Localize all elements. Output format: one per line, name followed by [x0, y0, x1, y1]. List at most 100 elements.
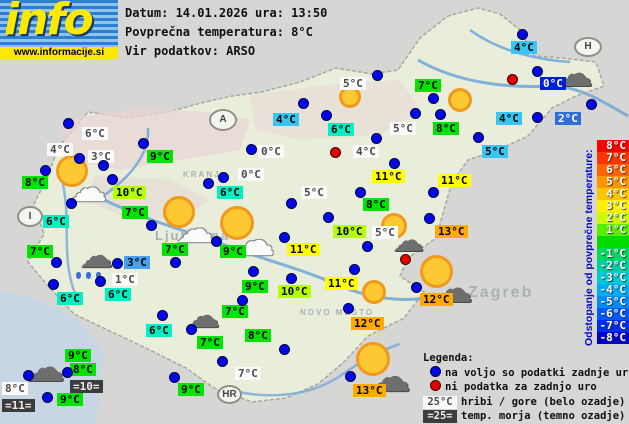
station-dot-blue	[286, 198, 297, 209]
temp-label: 9°C	[57, 393, 83, 406]
scale-row: -6°C	[597, 308, 629, 320]
temp-label: 4°C	[496, 112, 522, 125]
legend-sea-text: temp. morja (temno ozadje)	[461, 410, 626, 422]
scale-row: 7°C	[597, 152, 629, 164]
blue-dot-icon	[430, 365, 441, 377]
temp-label: 5°C	[390, 122, 416, 135]
temp-label: 8°C	[363, 198, 389, 211]
temp-label: 12°C	[420, 293, 453, 306]
temp-label: 10°C	[113, 186, 146, 199]
rain-drop-shape	[76, 272, 81, 279]
temp-label: 4°C	[511, 41, 537, 54]
temp-label: 7°C	[235, 367, 261, 380]
logo-url-link[interactable]: www.informacije.si	[0, 47, 118, 59]
temp-label: 9°C	[65, 349, 91, 362]
sun-icon	[362, 280, 398, 316]
temp-label: 13°C	[353, 384, 386, 397]
station-dot-blue	[211, 236, 222, 247]
logo-background: info	[0, 0, 118, 47]
sun-cloud-grey-icon: ☁	[420, 255, 473, 309]
station-dot-blue	[63, 118, 74, 129]
temp-label: 5°C	[301, 186, 327, 199]
scale-row: -5°C	[597, 296, 629, 308]
legend-hills-text: hribi / gore (belo ozadje)	[461, 395, 626, 408]
station-dot-blue	[146, 220, 157, 231]
scale-row: 5°C	[597, 176, 629, 188]
sun-cloud-grey-icon: ☁	[356, 342, 411, 398]
city-label: NOVO MESTO	[300, 308, 375, 317]
station-dot-red	[507, 74, 518, 85]
scale-row: -2°C	[597, 260, 629, 272]
station-dot-blue	[98, 160, 109, 171]
country-sign: I	[17, 206, 43, 227]
station-dot-blue	[435, 109, 446, 120]
temp-label: 6°C	[217, 186, 243, 199]
scale-row: 2°C	[597, 212, 629, 224]
cloud-shape: ☁	[176, 206, 214, 251]
temp-label: 9°C	[147, 150, 173, 163]
temp-label: 3°C	[88, 150, 114, 163]
station-dot-blue	[66, 198, 77, 209]
temp-label: 2°C	[555, 112, 581, 125]
station-dot-blue	[371, 133, 382, 144]
temp-label: 10°C	[278, 285, 311, 298]
station-dot-blue	[372, 70, 383, 81]
temp-label: 13°C	[435, 225, 468, 238]
header-avg-temp: Povprečna temperatura: 8°C	[125, 25, 313, 39]
station-dot-blue	[279, 232, 290, 243]
site-logo[interactable]: info www.informacije.si	[0, 0, 118, 59]
temp-label: 6°C	[82, 127, 108, 140]
station-dot-blue	[23, 370, 34, 381]
scale-row: -7°C	[597, 320, 629, 332]
legend-red-text: ni podatka za zadnjo uro	[445, 381, 597, 393]
country-sign: A	[209, 109, 237, 131]
station-dot-blue	[217, 356, 228, 367]
station-dot-blue	[343, 303, 354, 314]
temp-label: 9°C	[220, 245, 246, 258]
scale-row: 4°C	[597, 188, 629, 200]
sun-shape	[356, 342, 390, 376]
temp-label: 8°C	[22, 176, 48, 189]
temp-label: 3°C	[124, 256, 150, 269]
station-dot-blue	[286, 273, 297, 284]
temp-label: 8°C	[433, 122, 459, 135]
station-dot-blue	[349, 264, 360, 275]
temp-label: 6°C	[105, 288, 131, 301]
sun-shape	[163, 196, 195, 228]
cloud-shape: ☁	[25, 345, 65, 391]
dark-chip-sample: =25=	[423, 410, 457, 423]
station-dot-blue	[51, 257, 62, 268]
city-label: KRANJ	[183, 170, 221, 179]
scale-title: Odstopanje od povprečne temperature:	[583, 149, 595, 346]
station-dot-blue	[246, 144, 257, 155]
station-dot-blue	[323, 212, 334, 223]
header-source: Vir podatkov: ARSO	[125, 44, 256, 58]
legend-row-red: ni podatka za zadnjo uro	[423, 380, 629, 395]
temp-label: =11=	[2, 399, 35, 412]
sun-shape	[448, 88, 472, 112]
scale-row: -8°C	[597, 332, 629, 344]
legend: Legenda: na voljo so podatki zadnje ure …	[423, 351, 629, 424]
temp-label: 11°C	[372, 170, 405, 183]
scale-row: 1°C	[597, 224, 629, 236]
temp-label: 6°C	[57, 292, 83, 305]
station-dot-blue	[586, 99, 597, 110]
temp-label: 0°C	[540, 77, 566, 90]
rain-drop-shape	[86, 272, 91, 279]
temp-label: 12°C	[351, 317, 384, 330]
cloud-grey-icon: ☁	[175, 288, 220, 334]
temp-label: 11°C	[287, 243, 320, 256]
cloud-shape: ☁	[79, 236, 113, 277]
temp-label: 4°C	[47, 143, 73, 156]
temp-label: 5°C	[340, 77, 366, 90]
scale-row: 6°C	[597, 164, 629, 176]
legend-row-blue: na voljo so podatki zadnje ure	[423, 365, 629, 381]
white-chip-sample: 25°C	[423, 395, 457, 409]
station-dot-blue	[345, 371, 356, 382]
station-dot-blue	[248, 266, 259, 277]
temp-label: 10°C	[333, 225, 366, 238]
temp-label: 7°C	[197, 336, 223, 349]
station-dot-blue	[279, 344, 290, 355]
station-dot-blue	[157, 310, 168, 321]
